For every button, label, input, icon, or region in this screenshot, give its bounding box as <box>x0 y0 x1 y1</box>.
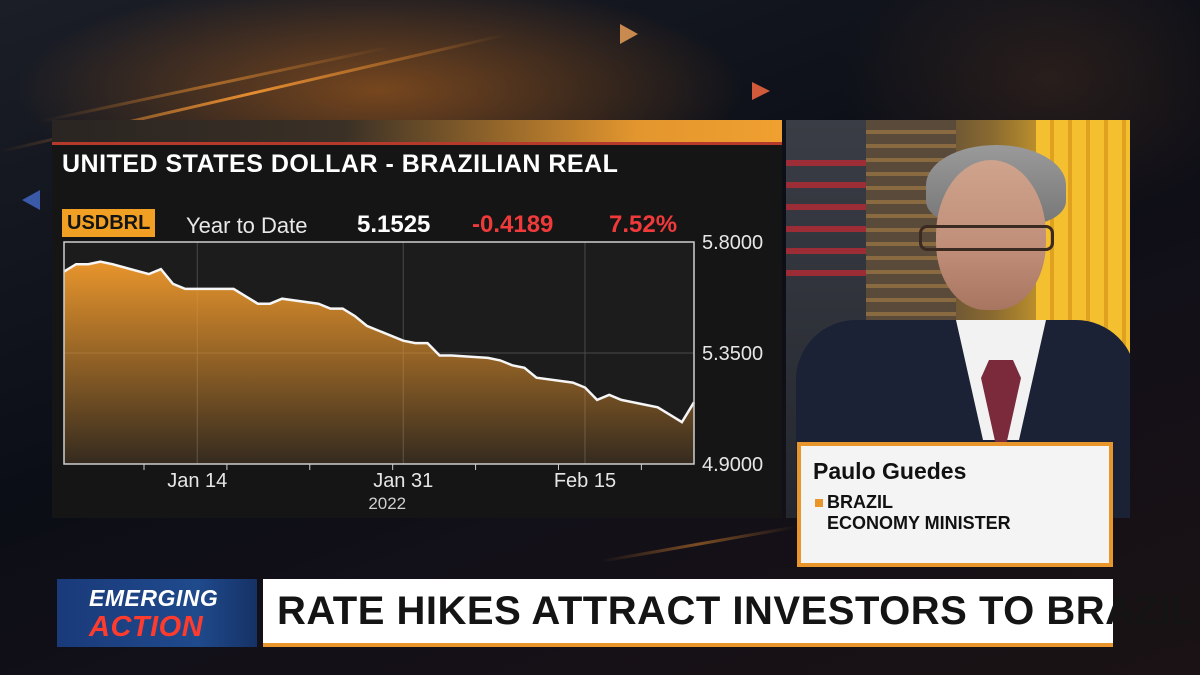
guest-face <box>936 160 1046 310</box>
y-tick-label: 4.9000 <box>702 454 763 476</box>
series-line <box>63 260 696 424</box>
area-fill <box>64 261 694 464</box>
x-year-label: 2022 <box>368 494 406 513</box>
building <box>786 160 866 280</box>
show-logo: EMERGING ACTION <box>57 579 257 647</box>
headline: RATE HIKES ATTRACT INVESTORS TO BRAZIL <box>277 589 1197 633</box>
chart-top-bar <box>52 120 782 142</box>
guest-title-line1: BRAZIL <box>827 492 893 512</box>
x-tick-label: Jan 31 <box>373 470 433 492</box>
chart-top-rule <box>52 142 782 145</box>
guest-title-line2: ECONOMY MINISTER <box>827 513 1011 533</box>
last-price: 5.1525 <box>357 211 431 238</box>
period-label: Year to Date <box>186 213 308 238</box>
chart-panel: UNITED STATES DOLLAR - BRAZILIAN REAL US… <box>52 120 782 518</box>
x-tick-label: Feb 15 <box>554 470 616 492</box>
chart-plot: 5.8000 5.3500 4.9000 Jan 14 Jan 31 Feb 15 2022 <box>63 232 763 513</box>
net-change: -0.4189 <box>472 211 554 238</box>
show-logo-line1: EMERGING <box>89 585 219 611</box>
plot-frame <box>63 241 695 465</box>
chart-title: UNITED STATES DOLLAR - BRAZILIAN REAL <box>62 150 619 178</box>
decor-triangle <box>752 82 770 100</box>
title-bullet <box>815 499 823 507</box>
decor-triangle <box>22 190 40 210</box>
show-logo-line2: ACTION <box>89 611 204 643</box>
guest-name: Paulo Guedes <box>813 458 967 484</box>
guest-name-card: Paulo Guedes BRAZIL ECONOMY MINISTER <box>797 442 1113 567</box>
ticker-badge: USDBRL <box>62 209 156 237</box>
headline-bar: RATE HIKES ATTRACT INVESTORS TO BRAZIL <box>263 579 1196 647</box>
y-tick-label: 5.8000 <box>702 232 763 254</box>
decor-triangle <box>620 24 638 44</box>
x-tick-label: Jan 14 <box>167 470 227 492</box>
y-tick-label: 5.3500 <box>702 343 763 365</box>
percent-change: 7.52% <box>609 211 678 238</box>
glasses <box>919 225 1054 251</box>
